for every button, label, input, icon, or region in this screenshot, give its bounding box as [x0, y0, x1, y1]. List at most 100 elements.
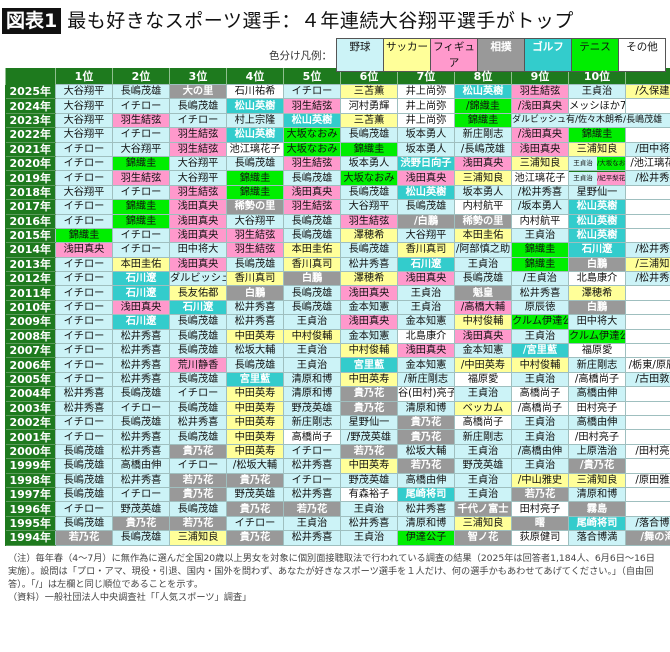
rank-cell [625, 429, 670, 445]
rank-cell-part: /大坂なおみ [597, 157, 625, 170]
rank-cell: 新庄剛志 [568, 357, 626, 373]
year-label: 2023年 [5, 113, 56, 129]
rank-cell: 三浦知良 [454, 170, 512, 186]
rank-cell: イチロー [55, 343, 113, 359]
rank-cell: 大坂なおみ [283, 127, 341, 143]
column-header: 2位 [112, 68, 170, 85]
rank-cell: 長友佑都 [169, 285, 227, 301]
rank-cell: 野茂英雄 [454, 458, 512, 474]
rank-cell: 坂本勇人 [454, 184, 512, 201]
column-header: 8位 [454, 68, 512, 85]
rank-cell: /田村亮子 [625, 443, 670, 460]
rank-cell: 清原和博 [397, 515, 455, 532]
rank-cell: イチロー [112, 242, 170, 258]
table-row: 1996年 イチロー 野茂英雄 長嶋茂雄 貴乃花 若乃花 王貞治 松井秀喜 千代ノ富士 田村亮子霧… [5, 501, 670, 517]
rank-cell: 伊達公子 [397, 530, 455, 546]
rank-cell: 石川遼 [112, 314, 170, 330]
rank-cell: 松坂大輔 [397, 443, 455, 460]
year-label: 2017年 [5, 199, 56, 215]
title-row: 図表1 最も好きなスポーツ選手：４年連続大谷翔平選手がトップ [0, 0, 670, 36]
year-label: 2016年 [5, 214, 56, 229]
year-label: 2007年 [5, 343, 56, 359]
rank-cell: 井上尚弥 [397, 83, 455, 100]
rank-cell: 星野仙一 [568, 184, 626, 201]
rank-cell: 長嶋茂雄 [340, 127, 398, 143]
rank-cell [625, 227, 670, 244]
rank-cell: /浅田真央 [511, 127, 569, 143]
rank-cell: 長嶋茂雄 [169, 371, 227, 388]
rank-cell: イチロー [283, 472, 341, 488]
year-label: 2001年 [5, 429, 56, 445]
rank-cell: 浅田真央 [169, 199, 227, 215]
rank-cell: 長嶋茂雄 [169, 343, 227, 359]
rank-cell: 長嶋茂雄 [340, 242, 398, 258]
rank-cell: 貴乃花 [169, 486, 227, 503]
legend-sumo: 相撲 [478, 39, 525, 71]
rank-cell: 北島康介 [397, 328, 455, 345]
rank-cell: イチロー [55, 414, 113, 431]
rank-cell: 中村俊輔 [340, 343, 398, 359]
rank-cell: 大谷翔平 [169, 170, 227, 186]
rank-cell: 長嶋茂雄 [226, 357, 284, 373]
rank-cell: 田村亮子 [511, 501, 569, 517]
table-row: 2024年 大谷翔平 イチロー 長嶋茂雄 松山英樹 羽生結弦 河村勇輝 井上尚弥/錦織圭/浅田… [5, 98, 670, 114]
rank-cell: 羽生結弦 [226, 242, 284, 258]
rank-cell: 三浦知良 [568, 141, 626, 157]
table-row: 2022年 大谷翔平 イチロー 羽生結弦 松山英樹 大坂なおみ 長嶋茂雄 坂本勇人 新庄剛志/浅… [5, 127, 670, 143]
rank-cell: 松坂大輔 [226, 343, 284, 359]
rank-cell: 松山英樹 [226, 98, 284, 114]
rank-cell: 長嶋茂雄 [283, 213, 341, 229]
rank-cell: 松山英樹 [454, 83, 512, 100]
year-label: 2018年 [5, 185, 56, 201]
rank-cell: /松井秀喜 [511, 184, 569, 201]
rank-cell: 石川祐希 [226, 83, 284, 100]
column-header: 6位 [340, 68, 398, 85]
year-label: 2008年 [5, 329, 56, 345]
rank-cell: 井上尚弥 [397, 98, 455, 114]
rank-cell: 羽生結弦 [283, 98, 341, 114]
rank-cell: 松井秀喜 [283, 486, 341, 503]
table-row: 2014年 浅田真央 イチロー 田中将大 羽生結弦 本田圭佑 長嶋茂雄 香川真司/阿部慎之助錦… [5, 242, 670, 258]
rank-cell: イチロー [55, 314, 113, 330]
legend-items: 野球 サッカー フィギュア 相撲 ゴルフ テニス その他 [336, 38, 666, 72]
year-label: 2014年 [5, 242, 56, 258]
rank-cell: 若乃花 [169, 472, 227, 488]
rank-cell: 三苫薫 [340, 83, 398, 100]
rank-cell: 松井秀喜 [511, 285, 569, 301]
rank-cell: 中田英寿 [340, 371, 398, 388]
table-header-row: 1位 2位 3位 4位 5位 6位 7位 8位 9位 10位 [5, 68, 670, 85]
rank-cell: イチロー [55, 501, 113, 517]
rank-cell: 稀勢の里 [226, 199, 284, 215]
rank-cell: 荻原健司 [511, 530, 569, 546]
rank-cell: 中田英寿 [226, 328, 284, 345]
rank-cell: 長嶋茂雄 [169, 400, 227, 416]
rank-cell: 三浦知良 [169, 530, 227, 546]
rank-cell: クルム伊達公子 [511, 314, 569, 330]
rank-cell: 高橋由伸 [568, 414, 626, 431]
rank-cell: 魁皇 [454, 285, 512, 301]
rank-cell: 高橋由伸 [112, 458, 170, 474]
year-label: 2022年 [5, 127, 56, 143]
rank-cell: イチロー [55, 256, 113, 273]
column-header: 3位 [169, 68, 227, 85]
rank-cell: 澤穂希 [568, 285, 626, 301]
table-row: 2016年 イチロー 錦織圭 浅田真央 大谷翔平 長嶋茂雄 羽生結弦/白鵬 稀勢の里 内村航平松… [5, 213, 670, 229]
rank-cell: イチロー [55, 170, 113, 186]
rank-cell [625, 199, 670, 215]
year-label: 2012年 [5, 271, 56, 287]
rank-cell: 長嶋茂雄 [55, 443, 113, 460]
rank-cell: /松井秀喜 [625, 271, 670, 287]
year-label: 2024年 [5, 98, 56, 114]
rank-cell: 錦織圭 [511, 256, 569, 273]
table-row: 2017年 イチロー 錦織圭 浅田真央 稀勢の里 羽生結弦 大谷翔平 長嶋茂雄 内村航平/坂本勇… [5, 199, 670, 215]
rank-cell: イチロー [112, 400, 170, 416]
rank-cell: 浅田真央 [283, 184, 341, 201]
rank-cell: 野茂英雄 [340, 472, 398, 488]
rank-cell: 三浦知良 [454, 515, 512, 532]
rank-cell: イチロー [169, 386, 227, 402]
rank-cell: 石川遼 [112, 271, 170, 287]
rank-cell: 松井秀喜 [397, 501, 455, 517]
rank-cell [625, 285, 670, 301]
rank-cell: 若乃花 [340, 443, 398, 460]
rank-cell: 金本知憲 [340, 299, 398, 316]
